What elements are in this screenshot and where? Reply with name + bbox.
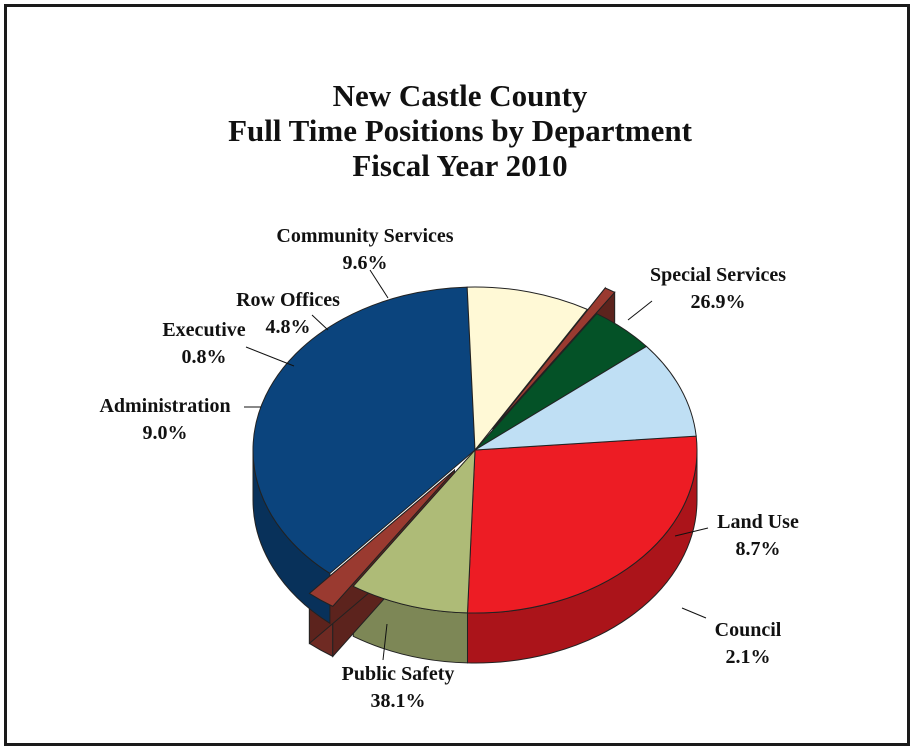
slice-label: Council [715, 619, 782, 641]
slice-value-label: 8.7% [736, 538, 781, 560]
slice-label: Land Use [717, 511, 799, 533]
slice-label: Community Services [276, 225, 453, 247]
leader-line-7 [369, 269, 389, 299]
slice-value-label: 0.8% [182, 346, 227, 368]
leader-line-3 [382, 623, 388, 661]
slice-label: Administration [99, 395, 230, 417]
leader-line-2 [681, 607, 707, 619]
pie-slice-public-safety [252, 286, 476, 574]
pie-slice-land-use [352, 448, 476, 614]
pie-slice-community-services [474, 345, 697, 451]
pie-slice-administration [466, 286, 589, 452]
leader-line-0 [627, 300, 653, 321]
slice-value-label: 9.6% [343, 252, 388, 274]
leader-line-6 [311, 314, 329, 331]
slice-value-label: 9.0% [143, 422, 188, 444]
slice-label: Executive [162, 319, 245, 341]
chart-title-line-3: Fiscal Year 2010 [352, 148, 568, 183]
slice-value-label: 4.8% [266, 316, 311, 338]
slice-value-label: 2.1% [726, 646, 771, 668]
slice-label: Public Safety [342, 663, 455, 685]
leader-line-1 [674, 527, 709, 537]
slice-value-label: 26.9% [691, 291, 746, 313]
slice-label: Row Offices [236, 289, 340, 311]
chart-title-line-2: Full Time Positions by Department [228, 113, 692, 148]
slice-value-label: 38.1% [371, 690, 426, 712]
chart-title-line-1: New Castle County [332, 78, 588, 113]
leader-line-5 [245, 346, 295, 367]
pie-slice-executive [492, 287, 616, 429]
pie-slice-special-services [466, 435, 698, 614]
slice-label: Special Services [650, 264, 786, 286]
pie-slice-council [308, 469, 455, 607]
